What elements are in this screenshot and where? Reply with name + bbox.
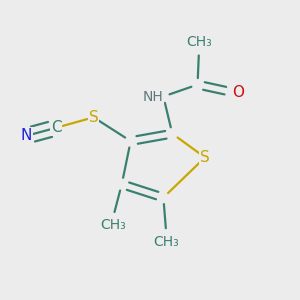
Text: NH: NH (142, 89, 164, 103)
Text: S: S (200, 150, 210, 165)
Text: S: S (89, 110, 98, 125)
Text: O: O (232, 85, 244, 100)
Text: N: N (21, 128, 32, 143)
Text: CH₃: CH₃ (186, 35, 212, 49)
Text: C: C (51, 120, 62, 135)
Text: CH₃: CH₃ (100, 218, 126, 233)
Text: CH₃: CH₃ (154, 235, 179, 249)
